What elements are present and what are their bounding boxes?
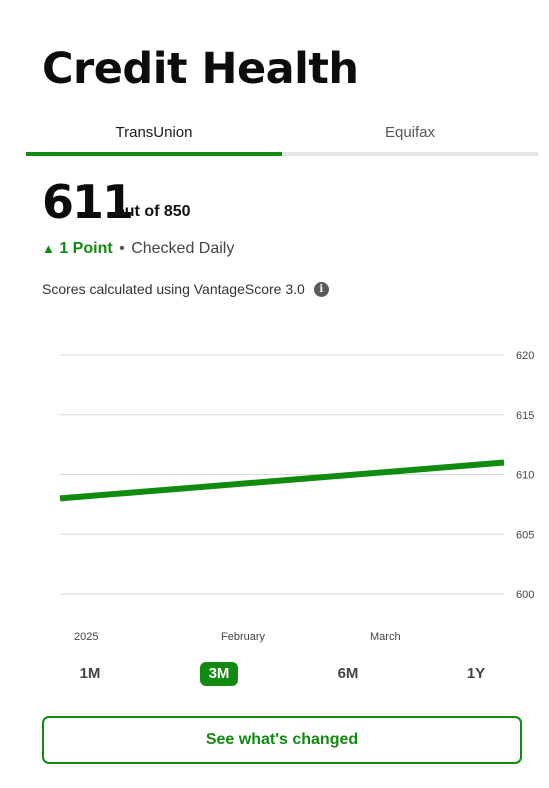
y-tick-label: 600 xyxy=(516,589,534,601)
page-title: Credit Health xyxy=(42,44,359,94)
y-tick-label: 610 xyxy=(516,470,534,482)
tab-transunion[interactable]: TransUnion xyxy=(26,118,282,156)
range-1y[interactable]: 1Y xyxy=(466,665,486,682)
scoring-model-text: Scores calculated using VantageScore 3.0 xyxy=(42,281,305,297)
y-tick-label: 620 xyxy=(516,350,534,362)
bureau-tabs: TransUnion Equifax xyxy=(26,118,538,156)
x-tick-label: March xyxy=(370,631,401,643)
score-change: ▲ 1 Point xyxy=(42,240,113,257)
score-max-label: out of 850 xyxy=(115,203,191,220)
check-frequency: Checked Daily xyxy=(131,240,235,257)
range-1m[interactable]: 1M xyxy=(79,665,101,682)
score-history-chart: 600 605 610 615 620 2025 February March xyxy=(59,350,534,643)
time-range-selector: 1M 3M 6M 1Y xyxy=(42,660,520,688)
score-change-text: 1 Point xyxy=(59,240,113,257)
range-6m[interactable]: 6M xyxy=(337,665,359,682)
score-series-line xyxy=(59,459,505,502)
x-tick-label: February xyxy=(221,631,266,643)
triangle-up-icon: ▲ xyxy=(42,241,55,256)
range-3m[interactable]: 3M xyxy=(200,662,238,686)
y-tick-label: 615 xyxy=(516,410,534,422)
info-icon[interactable]: i xyxy=(313,281,329,297)
separator-dot: • xyxy=(119,240,125,257)
score-change-row: ▲ 1 Point • Checked Daily xyxy=(42,240,234,258)
scoring-model-note: Scores calculated using VantageScore 3.0… xyxy=(42,281,329,297)
tab-equifax[interactable]: Equifax xyxy=(282,118,538,156)
see-changes-button[interactable]: See what's changed xyxy=(42,716,522,764)
y-tick-label: 605 xyxy=(516,529,534,541)
credit-score: 611 xyxy=(42,175,134,229)
score-display: 611 out of 850 xyxy=(42,174,191,230)
x-tick-label: 2025 xyxy=(74,631,98,643)
